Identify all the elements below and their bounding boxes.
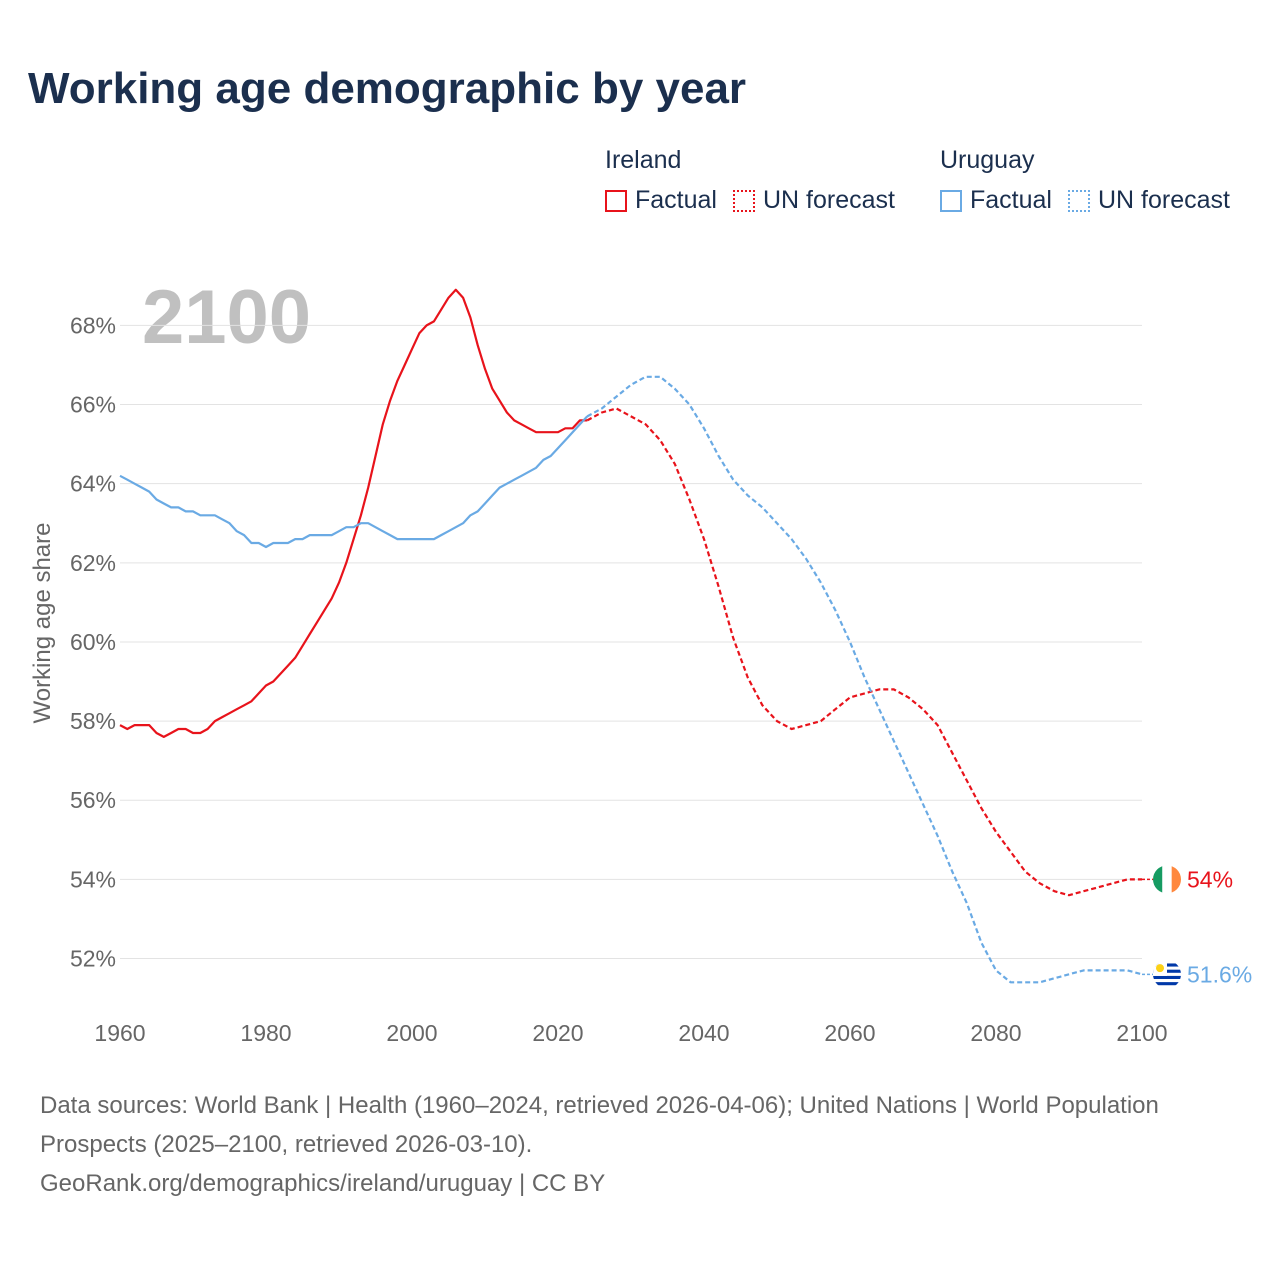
- y-tick-label: 52%: [70, 946, 116, 972]
- x-tick-label: 2040: [678, 1020, 729, 1046]
- y-tick-label: 64%: [70, 471, 116, 497]
- x-tick-label: 1960: [94, 1020, 145, 1046]
- series-lines: [119, 288, 1143, 984]
- end-label-ireland: 54%: [1187, 866, 1233, 892]
- legend-swatch-solid: [605, 189, 627, 212]
- y-axis-title: Working age share: [29, 523, 56, 724]
- series-line-uruguay-forecast[interactable]: [586, 375, 1143, 984]
- end-label-uruguay: 51.6%: [1187, 961, 1252, 987]
- chart-title: Working age demographic by year: [28, 64, 747, 113]
- legend-label: Factual: [970, 186, 1052, 214]
- legend-group-name: Uruguay: [940, 146, 1035, 174]
- legend-swatch-dotted: [732, 189, 755, 212]
- x-tick-label: 2100: [1116, 1020, 1167, 1046]
- y-tick-label: 62%: [70, 550, 116, 576]
- year-watermark: 2100: [142, 275, 311, 360]
- y-tick-label: 56%: [70, 787, 116, 813]
- grid-lines: [120, 324, 1142, 960]
- x-tick-label: 2000: [386, 1020, 437, 1046]
- legend-group-name: Ireland: [605, 146, 682, 174]
- legend-swatch-dotted: [1067, 189, 1090, 212]
- x-axis-ticks: 1960 1980 2000 2020 2040 2060 2080 2100: [94, 1020, 1167, 1046]
- series-line-ireland-factual[interactable]: [119, 288, 588, 738]
- legend-item-uruguay-factual[interactable]: Factual: [940, 186, 1052, 215]
- footer-credit: GeoRank.org/demographics/ireland/uruguay…: [40, 1170, 606, 1197]
- ireland-flag-icon: [1153, 865, 1181, 894]
- legend-group-ireland: Ireland Factual UN forecast: [605, 144, 895, 215]
- y-tick-label: 60%: [70, 629, 116, 655]
- x-tick-label: 2020: [532, 1020, 583, 1046]
- legend-item-ireland-forecast[interactable]: UN forecast: [732, 186, 895, 215]
- legend-item-uruguay-forecast[interactable]: UN forecast: [1067, 186, 1230, 215]
- legend-swatch-solid: [940, 189, 962, 212]
- legend-item-ireland-factual[interactable]: Factual: [605, 186, 717, 215]
- y-tick-label: 66%: [70, 392, 116, 418]
- series-line-uruguay-factual[interactable]: [119, 415, 589, 549]
- y-tick-label: 58%: [70, 708, 116, 734]
- x-tick-label: 2080: [970, 1020, 1021, 1046]
- uruguay-flag-icon: [1153, 960, 1181, 989]
- series-line-ireland-forecast[interactable]: [586, 407, 1142, 897]
- line-chart: 2100 52% 54% 56% 58% 60% 62% 64% 66% 68% 1960 198…: [29, 275, 1252, 1046]
- legend-label: UN forecast: [762, 186, 895, 214]
- y-axis-ticks: 52% 54% 56% 58% 60% 62% 64% 66% 68%: [70, 312, 116, 971]
- legend-group-uruguay: Uruguay Factual UN forecast: [940, 144, 1230, 215]
- y-tick-label: 68%: [70, 312, 116, 338]
- x-tick-label: 2060: [824, 1020, 875, 1046]
- x-tick-label: 1980: [240, 1020, 291, 1046]
- footer: Data sources: World Bank | Health (1960–…: [40, 1086, 1220, 1203]
- y-tick-label: 54%: [70, 866, 116, 892]
- footer-sources: Data sources: World Bank | Health (1960–…: [40, 1092, 1159, 1158]
- legend-label: Factual: [635, 186, 717, 214]
- legend-label: UN forecast: [1097, 186, 1230, 214]
- series-end-markers: 54% 51.6%: [1142, 865, 1252, 989]
